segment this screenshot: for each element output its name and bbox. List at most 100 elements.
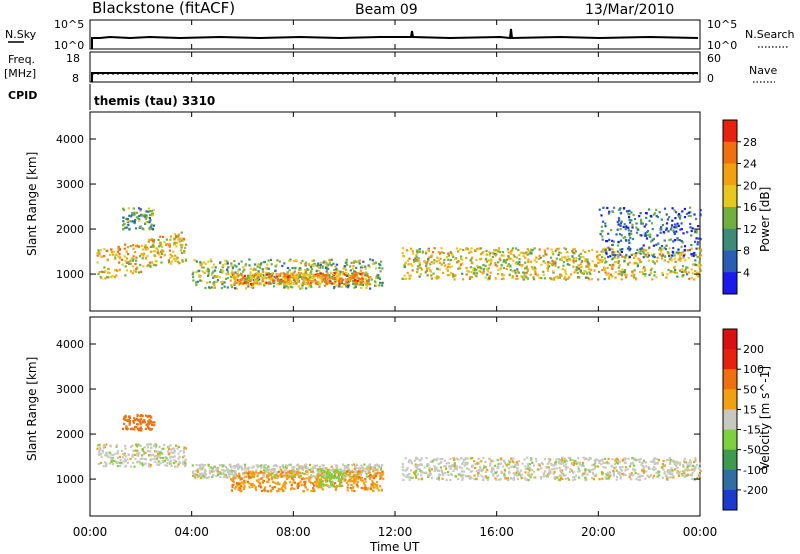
scatter-cell-3 [293,475,297,479]
scatter-cell-5 [605,473,608,476]
scatter-cell-0 [112,459,115,462]
scatter-cell-4 [636,265,639,268]
scatter-cell-0 [177,457,180,460]
scatter-cell-0 [168,448,171,451]
scatter-cell-5 [662,468,665,471]
scatter-cell-0 [124,460,127,463]
scatter-cell-4 [339,472,342,475]
scatter-cell-4 [502,254,505,257]
scatter-cell-5 [618,473,622,476]
scatter-cell-5 [680,239,683,243]
scatter-cell-5 [606,206,609,210]
scatter-cell-2 [309,265,312,269]
scatter-cell-2 [313,264,317,267]
scatter-cell-2 [344,261,347,264]
scatter-cell-3 [264,276,267,279]
scatter-cell-3 [284,282,287,285]
scatter-cell-2 [275,264,278,267]
scatter-cell-3 [374,474,377,477]
scatter-cell-5 [668,456,672,460]
scatter-cell-5 [491,466,494,469]
scatter-cell-5 [676,222,679,225]
scatter-cell-0 [165,457,168,460]
scatter-cell-2 [201,262,204,265]
scatter-cell-1 [139,209,142,212]
scatter-cell-5 [550,463,553,466]
scatter-cell-3 [236,272,239,275]
scatter-cell-5 [486,468,489,471]
freq-unit: [MHz] [4,67,36,80]
scatter-cell-3 [308,476,311,479]
scatter-cell-5 [628,216,631,219]
scatter-cell-3 [278,488,281,491]
scatter-cell-4 [501,273,504,276]
scatter-cell-2 [303,262,307,266]
scatter-cell-4 [488,251,491,254]
scatter-cell-4 [630,274,633,277]
scatter-cell-4 [640,248,643,251]
scatter-cell-3 [310,481,313,485]
scatter-cell-5 [548,469,551,472]
scatter-cell-2 [293,471,297,474]
scatter-cell-4 [561,267,564,271]
scatter-cell-0 [179,243,182,246]
scatter-cell-4 [572,257,575,260]
scatter-cell-4 [417,257,420,260]
scatter-cell-3 [359,478,362,482]
scatter-cell-5 [616,220,619,223]
scatter-cell-2 [328,258,331,262]
scatter-cell-4 [525,271,528,274]
scatter-cell-2 [378,281,382,284]
scatter-cell-5 [416,468,419,471]
scatter-cell-5 [638,460,641,463]
scatter-cell-2 [220,287,223,290]
scatter-cell-1 [133,417,136,420]
scatter-cell-1 [145,210,148,213]
scatter-cell-5 [577,457,580,460]
scatter-cell-5 [670,476,673,479]
scatter-cell-2 [381,281,384,284]
scatter-cell-2 [215,475,218,478]
scatter-cell-4 [680,252,683,255]
scatter-cell-5 [561,478,564,481]
scatter-cell-2 [381,284,384,287]
scatter-cell-3 [245,281,248,285]
scatter-cell-5 [604,476,607,479]
velocity-scatter [96,413,702,493]
scatter-cell-2 [299,287,302,290]
scatter-cell-5 [512,478,515,481]
scatter-cell-5 [670,467,673,470]
scatter-cell-1 [136,415,139,418]
scatter-cell-2 [223,285,226,288]
scatter-cell-3 [340,277,343,280]
scatter-cell-2 [365,475,368,478]
scatter-cell-2 [259,263,262,267]
scatter-cell-4 [408,274,411,277]
scatter-cell-4 [442,261,445,264]
scatter-cell-3 [332,273,335,276]
scatter-cell-5 [671,219,674,222]
scatter-cell-2 [369,287,372,290]
scatter-cell-4 [577,254,581,257]
scatter-cell-3 [379,477,382,480]
scatter-cell-3 [320,486,323,489]
scatter-cell-4 [613,251,616,254]
scatter-cell-5 [627,226,630,229]
scatter-cell-2 [350,261,353,264]
scatter-cell-0 [136,454,139,457]
scatter-cell-5 [523,458,526,461]
scatter-cell-3 [238,472,241,475]
scatter-cell-4 [623,256,626,259]
scatter-cell-3 [269,490,272,493]
scatter-cell-2 [310,267,314,270]
scatter-cell-4 [617,272,620,275]
scatter-cell-3 [309,273,312,276]
scatter-cell-4 [602,250,606,253]
scatter-cell-4 [332,471,335,474]
scatter-cell-2 [226,468,229,472]
scatter-cell-5 [436,469,439,472]
scatter-cell-0 [97,444,100,447]
scatter-cell-4 [526,253,529,256]
scatter-cell-5 [664,248,667,251]
scatter-cell-4 [522,276,525,279]
